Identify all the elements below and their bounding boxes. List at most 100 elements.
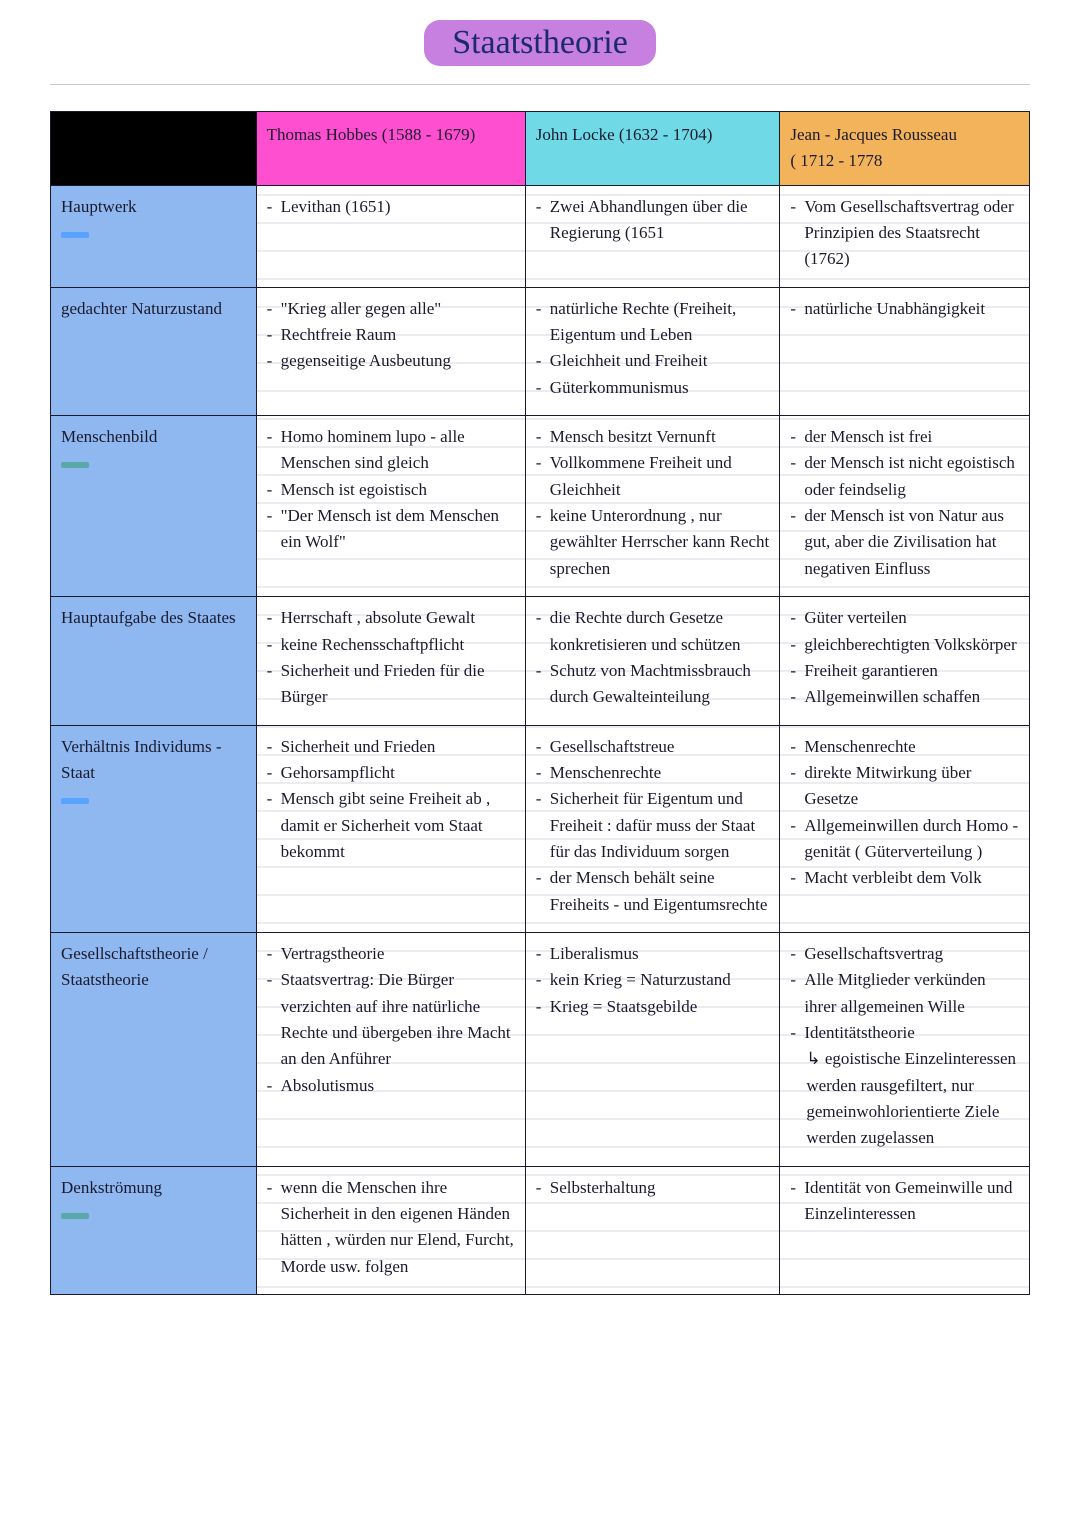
cell-theorie-locke: Liberalismuskein Krieg = NaturzustandKri… [525,932,780,1166]
row-label: Menschenbild [61,424,246,450]
note-subitem: egoistische Einzelinteressen werden raus… [790,1046,1019,1151]
cell-naturzustand-locke: natürliche Rechte (Freiheit, Eigentum un… [525,287,780,415]
header-rousseau: Jean - Jacques Rousseau ( 1712 - 1778 [780,112,1030,186]
note-list: natürliche Rechte (Freiheit, Eigentum un… [536,296,770,401]
note-item: Mensch besitzt Vernunft [536,424,770,450]
note-list: Zwei Abhandlungen über die Regierung (16… [536,194,770,247]
table-row: Menschenbild Homo hominem lupo - alle Men… [51,416,1030,597]
note-list: Herrschaft , absolute Gewaltkeine Rechen… [267,605,515,710]
row-header-denkstroemung: Denkströmung [51,1166,257,1294]
row-tick-icon [61,798,89,804]
note-item: Sicherheit für Eigentum und Freiheit : d… [536,786,770,865]
note-item: Liberalismus [536,941,770,967]
note-item: Homo hominem lupo - alle Menschen sind g… [267,424,515,477]
header-blank [51,112,257,186]
note-item: Absolutismus [267,1073,515,1099]
note-item: keine Rechensschaftpflicht [267,632,515,658]
note-item: keine Unterordnung , nur gewählter Herrs… [536,503,770,582]
note-item: Staatsvertrag: Die Bürger verzichten auf… [267,967,515,1072]
cell-naturzustand-rousseau: natürliche Unabhängigkeit [780,287,1030,415]
note-item: direkte Mitwirkung über Gesetze [790,760,1019,813]
note-item: Menschenrechte [536,760,770,786]
note-item: wenn die Menschen ihre Sicherheit in den… [267,1175,515,1280]
note-list: Selbsterhaltung [536,1175,770,1201]
note-item: Herrschaft , absolute Gewalt [267,605,515,631]
row-label: Denkströmung [61,1175,246,1201]
header-rousseau-name: Jean - Jacques Rousseau [790,125,957,144]
note-item: Zwei Abhandlungen über die Regierung (16… [536,194,770,247]
cell-hauptwerk-rousseau: Vom Gesellschaftsvertrag oder Prinzipien… [780,185,1030,287]
table-row: gedachter Naturzustand "Krieg aller gegen… [51,287,1030,415]
header-locke: John Locke (1632 - 1704) [525,112,780,186]
row-label: Verhältnis Individums - Staat [61,734,246,787]
note-list: GesellschaftstreueMenschenrechteSicherhe… [536,734,770,918]
note-item: Krieg = Staatsgebilde [536,994,770,1020]
note-item: Menschenrechte [790,734,1019,760]
note-item: Allgemeinwillen schaffen [790,684,1019,710]
row-header-hauptaufgabe: Hauptaufgabe des Staates [51,597,257,725]
row-tick-icon [61,462,89,468]
cell-hauptwerk-locke: Zwei Abhandlungen über die Regierung (16… [525,185,780,287]
note-list: Liberalismuskein Krieg = NaturzustandKri… [536,941,770,1020]
note-item: Identität von Gemeinwille und Einzelinte… [790,1175,1019,1228]
note-item: Sicherheit und Frieden [267,734,515,760]
table-row: Hauptaufgabe des Staates Herrschaft , abs… [51,597,1030,725]
note-item: Selbsterhaltung [536,1175,770,1201]
cell-hauptaufgabe-hobbes: Herrschaft , absolute Gewaltkeine Rechen… [256,597,525,725]
note-item: die Rechte durch Gesetze konkretisieren … [536,605,770,658]
note-item: Identitätstheorie [790,1020,1019,1046]
cell-denkstroemung-rousseau: Identität von Gemeinwille und Einzelinte… [780,1166,1030,1294]
note-list: VertragstheorieStaatsvertrag: Die Bürger… [267,941,515,1099]
comparison-table: Thomas Hobbes (1588 - 1679) John Locke (… [50,111,1030,1295]
note-item: Gleichheit und Freiheit [536,348,770,374]
header-hobbes: Thomas Hobbes (1588 - 1679) [256,112,525,186]
table-row: HauptwerkLevithan (1651)Zwei Abhandlunge… [51,185,1030,287]
note-item: "Krieg aller gegen alle" [267,296,515,322]
cell-denkstroemung-locke: Selbsterhaltung [525,1166,780,1294]
page-title: Staatstheorie [424,20,656,66]
note-item: der Mensch ist von Natur aus gut, aber d… [790,503,1019,582]
note-item: Alle Mitglieder verkünden ihrer allgemei… [790,967,1019,1020]
row-tick-icon [61,1213,89,1219]
cell-verhaeltnis-locke: GesellschaftstreueMenschenrechteSicherhe… [525,725,780,932]
note-item: Vertragstheorie [267,941,515,967]
row-header-menschenbild: Menschenbild [51,416,257,597]
note-item: Mensch gibt seine Freiheit ab , damit er… [267,786,515,865]
note-item: kein Krieg = Naturzustand [536,967,770,993]
note-item: gegenseitige Ausbeutung [267,348,515,374]
note-item: Schutz von Machtmissbrauch durch Gewalte… [536,658,770,711]
note-item: Allgemeinwillen durch Homo - genität ( G… [790,813,1019,866]
note-list: Güter verteilengleichberechtigten Volksk… [790,605,1019,710]
cell-hauptaufgabe-rousseau: Güter verteilengleichberechtigten Volksk… [780,597,1030,725]
row-label: Hauptaufgabe des Staates [61,605,246,631]
divider [50,84,1030,85]
note-item: natürliche Unabhängigkeit [790,296,1019,322]
note-list: natürliche Unabhängigkeit [790,296,1019,322]
note-item: Gesellschaftsvertrag [790,941,1019,967]
table-header-row: Thomas Hobbes (1588 - 1679) John Locke (… [51,112,1030,186]
row-header-naturzustand: gedachter Naturzustand [51,287,257,415]
row-header-verhaeltnis: Verhältnis Individums - Staat [51,725,257,932]
row-label: gedachter Naturzustand [61,296,246,322]
row-label: Gesellschaftstheorie / Staatstheorie [61,941,246,994]
note-item: Güter verteilen [790,605,1019,631]
note-list: Homo hominem lupo - alle Menschen sind g… [267,424,515,556]
note-list: "Krieg aller gegen alle"Rechtfreie Raumg… [267,296,515,375]
cell-denkstroemung-hobbes: wenn die Menschen ihre Sicherheit in den… [256,1166,525,1294]
cell-menschenbild-locke: Mensch besitzt VernunftVollkommene Freih… [525,416,780,597]
cell-theorie-hobbes: VertragstheorieStaatsvertrag: Die Bürger… [256,932,525,1166]
note-item: Levithan (1651) [267,194,515,220]
note-list: GesellschaftsvertragAlle Mitglieder verk… [790,941,1019,1152]
cell-menschenbild-rousseau: der Mensch ist freider Mensch ist nicht … [780,416,1030,597]
note-list: die Rechte durch Gesetze konkretisieren … [536,605,770,710]
row-header-theorie: Gesellschaftstheorie / Staatstheorie [51,932,257,1166]
note-item: Mensch ist egoistisch [267,477,515,503]
note-item: Gehorsampflicht [267,760,515,786]
note-item: Freiheit garantieren [790,658,1019,684]
note-item: Gesellschaftstreue [536,734,770,760]
note-list: Levithan (1651) [267,194,515,220]
note-item: gleichberechtigten Volkskörper [790,632,1019,658]
note-list: Vom Gesellschaftsvertrag oder Prinzipien… [790,194,1019,273]
note-list: Menschenrechtedirekte Mitwirkung über Ge… [790,734,1019,892]
note-item: Rechtfreie Raum [267,322,515,348]
